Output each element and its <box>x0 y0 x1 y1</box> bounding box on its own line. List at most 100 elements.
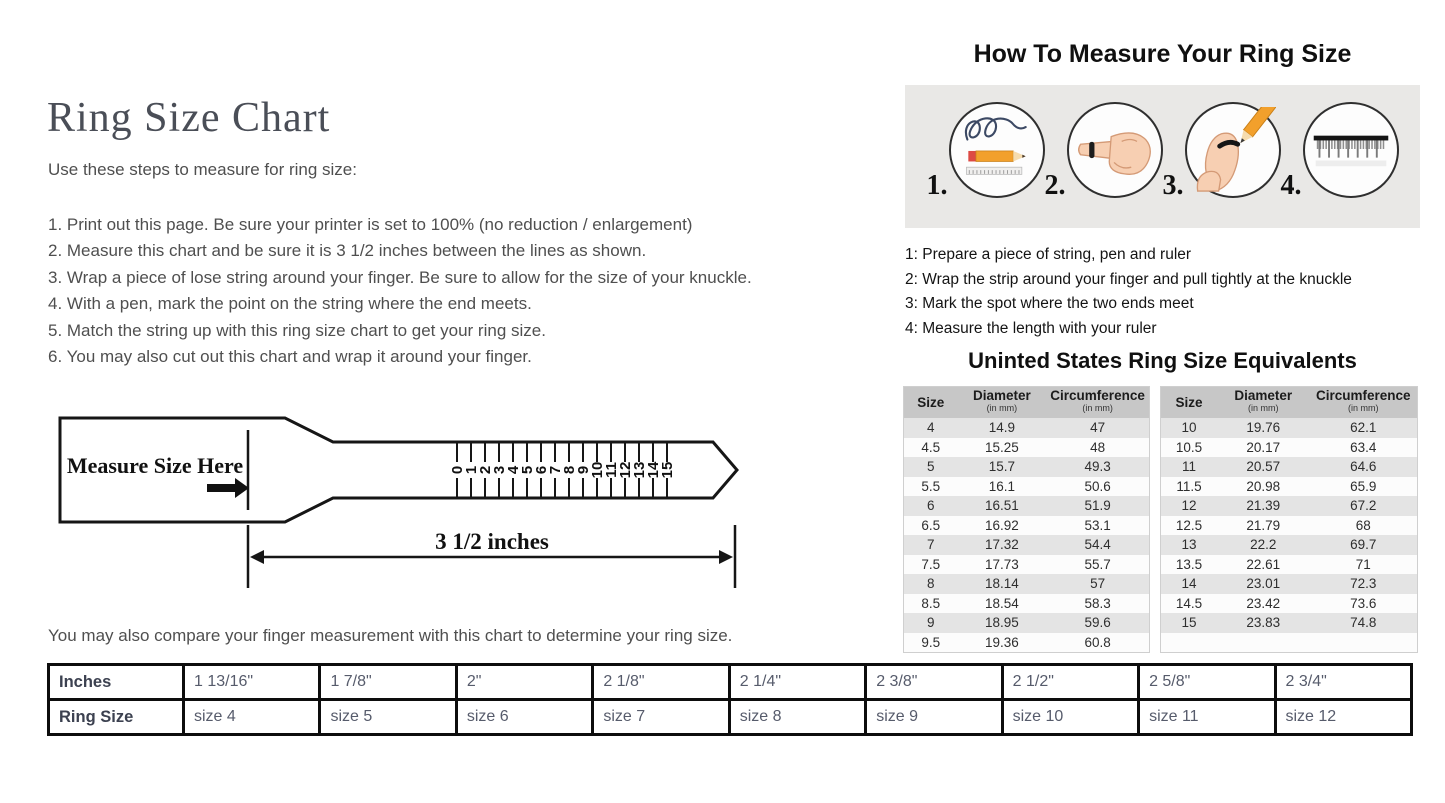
size-equivalent-row: 12 21.39 67.2 <box>1160 496 1418 516</box>
size-equivalent-cell: 47 <box>1046 418 1150 438</box>
size-equivalent-cell: 6 <box>903 496 958 516</box>
mark-knuckle-icon <box>1184 101 1281 198</box>
circumference-column-header: Circumference (in mm) <box>1309 386 1418 418</box>
step-number: 3. <box>1162 169 1184 201</box>
size-equivalent-cell: 19.36 <box>957 632 1047 653</box>
size-equivalent-row: 10 19.76 62.1 <box>1160 418 1418 438</box>
instruction-step: 2. Measure this chart and be sure it is … <box>48 241 647 261</box>
page-title: Ring Size Chart <box>47 95 331 141</box>
size-equivalent-row: 6 16.51 51.9 <box>903 496 1150 516</box>
size-equivalent-cell: 20.17 <box>1217 437 1310 457</box>
size-equivalent-cell: 54.4 <box>1046 535 1150 555</box>
empty-cell <box>1309 632 1418 653</box>
size-table-header-row: Size Diameter (in mm) Circumference (in … <box>1160 386 1418 418</box>
printable-ruler-graphic: Measure Size Here 0123456789101112131415… <box>58 416 739 588</box>
howto-title: How To Measure Your Ring Size <box>973 40 1352 68</box>
measure-arrowhead-right <box>719 550 733 564</box>
size-equivalent-cell: 6.5 <box>903 515 958 535</box>
size-equivalent-cell: 19.76 <box>1217 418 1310 438</box>
size-equivalent-row: 10.5 20.17 63.4 <box>1160 437 1418 457</box>
ruler-tick-label: 6 <box>533 466 550 474</box>
ruler-tick-label: 14 <box>645 461 662 478</box>
size-equivalent-row: 11 20.57 64.6 <box>1160 457 1418 477</box>
inches-cell: 1 7/8" <box>318 663 458 701</box>
size-equivalent-row: 9 18.95 59.6 <box>903 613 1150 633</box>
us-size-table-right: Size Diameter (in mm) Circumference (in … <box>1160 386 1418 653</box>
size-equivalent-row: 13 22.2 69.7 <box>1160 535 1418 555</box>
instruction-step: 3. Wrap a piece of lose string around yo… <box>48 267 752 287</box>
howto-step-2: 2. <box>1045 101 1163 212</box>
size-equivalent-cell: 60.8 <box>1046 632 1150 653</box>
howto-step-3: 3. <box>1162 101 1281 212</box>
instruction-step: 6. You may also cut out this chart and w… <box>48 347 532 367</box>
inches-cell: 2 1/2" <box>1000 663 1141 701</box>
right-arrow-icon <box>207 478 249 498</box>
ruler-tick-label: 3 <box>491 466 508 474</box>
ruler-tick-label: 12 <box>617 462 634 479</box>
inches-cell: 2 3/4" <box>1273 663 1413 701</box>
size-equivalent-cell: 7.5 <box>903 554 958 574</box>
size-equivalent-cell: 17.73 <box>957 554 1047 574</box>
size-equivalent-cell: 58.3 <box>1046 593 1150 613</box>
howto-step-4: 4. <box>1281 101 1399 212</box>
size-column-header: Size <box>903 386 958 418</box>
howto-step-text: 3: Mark the spot where the two ends meet <box>905 295 1194 313</box>
size-equivalent-cell: 7 <box>903 535 958 555</box>
row-header-cell: Inches <box>47 663 185 701</box>
us-size-table-left: Size Diameter (in mm) Circumference (in … <box>903 386 1150 653</box>
instruction-step: 4. With a pen, mark the point on the str… <box>48 294 532 314</box>
size-equivalent-cell: 71 <box>1309 554 1418 574</box>
row-header-cell: Ring Size <box>47 698 185 736</box>
size-equivalent-cell: 9 <box>903 613 958 633</box>
size-equivalent-cell: 13.5 <box>1160 554 1218 574</box>
ruler-tick-label: 11 <box>603 462 620 478</box>
ruler-tick-label: 4 <box>505 465 522 474</box>
diameter-column-header: Diameter (in mm) <box>957 386 1047 418</box>
size-equivalent-cell: 57 <box>1046 574 1150 594</box>
empty-cell <box>1160 632 1218 653</box>
size-equivalent-cell: 23.83 <box>1217 613 1310 633</box>
size-equivalent-cell: 4.5 <box>903 437 958 457</box>
size-column-header: Size <box>1160 386 1218 418</box>
howto-steps: 1: Prepare a piece of string, pen and ru… <box>905 243 1352 341</box>
ruler-tick-label: 2 <box>477 466 494 474</box>
howto-step-text: 1: Prepare a piece of string, pen and ru… <box>905 246 1192 263</box>
size-equivalent-row: 15 23.83 74.8 <box>1160 613 1418 633</box>
size-equivalent-cell: 15.7 <box>957 457 1047 477</box>
size-equivalent-cell: 20.98 <box>1217 476 1310 496</box>
ruler-ticks <box>456 442 668 498</box>
howto-panel: 1. 2. <box>905 85 1420 228</box>
size-equivalent-cell: 8 <box>903 574 958 594</box>
size-equivalent-cell: 22.61 <box>1217 554 1310 574</box>
size-equivalent-cell: 10.5 <box>1160 437 1218 457</box>
size-table-header-row: Size Diameter (in mm) Circumference (in … <box>903 386 1150 418</box>
size-equivalent-cell: 16.51 <box>957 496 1047 516</box>
size-equivalent-cell: 73.6 <box>1309 593 1418 613</box>
measure-size-here-label: Measure Size Here <box>67 453 244 478</box>
inches-cell: 2 5/8" <box>1137 663 1277 701</box>
inches-cell: 2 3/8" <box>864 663 1004 701</box>
ruler-tick-label: 15 <box>659 462 676 479</box>
size-equivalent-cell: 51.9 <box>1046 496 1150 516</box>
intro-text: Use these steps to measure for ring size… <box>48 160 357 179</box>
size-equivalent-cell: 23.01 <box>1217 574 1310 594</box>
size-equivalent-cell: 63.4 <box>1309 437 1418 457</box>
size-equivalent-row: 5 15.7 49.3 <box>903 457 1150 477</box>
size-equivalent-row: 9.5 19.36 60.8 <box>903 632 1150 653</box>
size-equivalent-cell: 13 <box>1160 535 1218 555</box>
inches-cell: 2 1/4" <box>727 663 868 701</box>
size-equivalent-cell: 14.5 <box>1160 593 1218 613</box>
instruction-step: 1. Print out this page. Be sure your pri… <box>48 215 693 234</box>
inches-cell: 2" <box>454 663 595 701</box>
inches-row: Inches 1 13/16" 1 7/8" 2" 2 1/8" 2 1/4" 2 3/8"… <box>47 663 1413 701</box>
size-equivalent-cell: 18.54 <box>957 593 1047 613</box>
hand-with-string-icon <box>1066 101 1163 198</box>
measure-arrowhead-left <box>250 550 264 564</box>
size-equivalent-cell: 16.1 <box>957 476 1047 496</box>
ring-size-cell: size 10 <box>1000 698 1141 736</box>
size-equivalent-cell: 55.7 <box>1046 554 1150 574</box>
equivalents-title: Uninted States Ring Size Equivalents <box>968 348 1357 373</box>
size-equivalent-cell: 62.1 <box>1309 418 1418 438</box>
inches-cell: 1 13/16" <box>181 663 322 701</box>
